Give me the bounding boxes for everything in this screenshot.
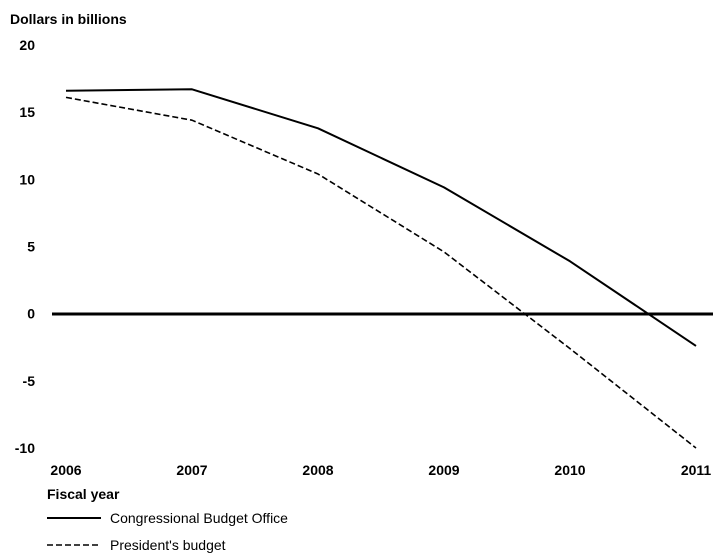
x-axis-label: Fiscal year: [47, 486, 120, 502]
y-tick-label: 20: [19, 37, 35, 53]
series-line-presidents-budget: [65, 96, 697, 449]
x-tick-labels: 2006 2007 2008 2009 2010 2011: [50, 462, 711, 478]
x-tick-label: 2007: [176, 462, 207, 478]
series-line-congressional-budget-office: [65, 88, 697, 347]
series-layer: [65, 88, 697, 449]
y-tick-label: -10: [15, 440, 35, 456]
y-tick-label: 15: [19, 104, 35, 120]
x-tick-label: 2011: [681, 462, 712, 478]
y-tick-label: 0: [27, 306, 35, 322]
y-tick-label: 5: [27, 239, 35, 255]
y-tick-labels: 20 15 10 5 0 -5 -10: [15, 37, 35, 456]
x-tick-label: 2008: [302, 462, 333, 478]
x-tick-label: 2009: [428, 462, 459, 478]
x-tick-label: 2006: [50, 462, 81, 478]
legend-entry: President's budget: [110, 537, 226, 553]
legend: Congressional Budget Office President's b…: [47, 510, 288, 553]
x-tick-label: 2010: [554, 462, 585, 478]
legend-entry: Congressional Budget Office: [110, 510, 288, 526]
y-axis-label: Dollars in billions: [10, 11, 127, 27]
y-tick-label: 10: [19, 171, 35, 187]
y-tick-label: -5: [23, 373, 36, 389]
